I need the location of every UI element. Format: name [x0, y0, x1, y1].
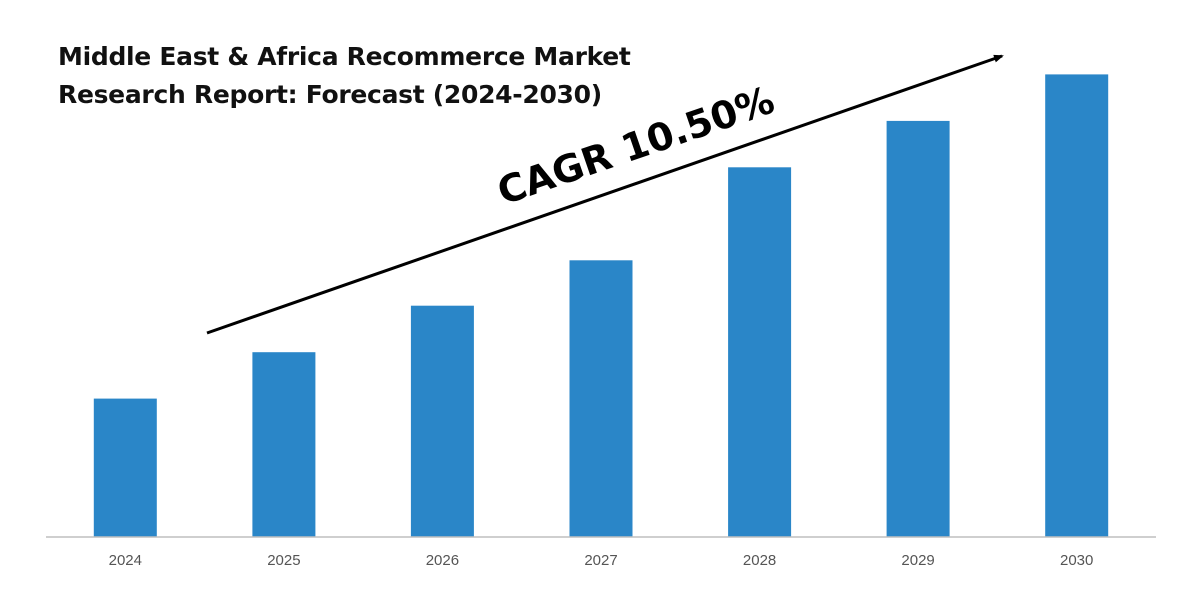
bar-2025: [252, 352, 316, 537]
x-tick-label-2029: 2029: [901, 552, 934, 569]
bar-2024: [93, 398, 157, 537]
chart-title-line-1: Middle East & Africa Recommerce Market: [58, 42, 631, 71]
bar-2028: [728, 167, 792, 538]
cagr-arrow: [206, 54, 1004, 335]
x-tick-label-2025: 2025: [267, 552, 300, 569]
bar-2030: [1045, 74, 1109, 538]
bars-group: [93, 74, 1109, 538]
bar-2027: [569, 260, 633, 537]
chart-title-line-2: Research Report: Forecast (2024-2030): [58, 80, 602, 109]
x-tick-label-2027: 2027: [584, 552, 617, 569]
x-tick-label-2024: 2024: [109, 552, 142, 569]
chart-title: Middle East & Africa Recommerce Market R…: [58, 38, 698, 114]
bar-2026: [410, 305, 474, 537]
x-tick-label-2030: 2030: [1060, 552, 1093, 569]
x-tick-label-2026: 2026: [426, 552, 459, 569]
x-tick-label-2028: 2028: [743, 552, 776, 569]
bar-2029: [886, 120, 950, 538]
x-tick-labels: 2024 2025 2026 2027 2028 2029 2030: [109, 552, 1094, 569]
